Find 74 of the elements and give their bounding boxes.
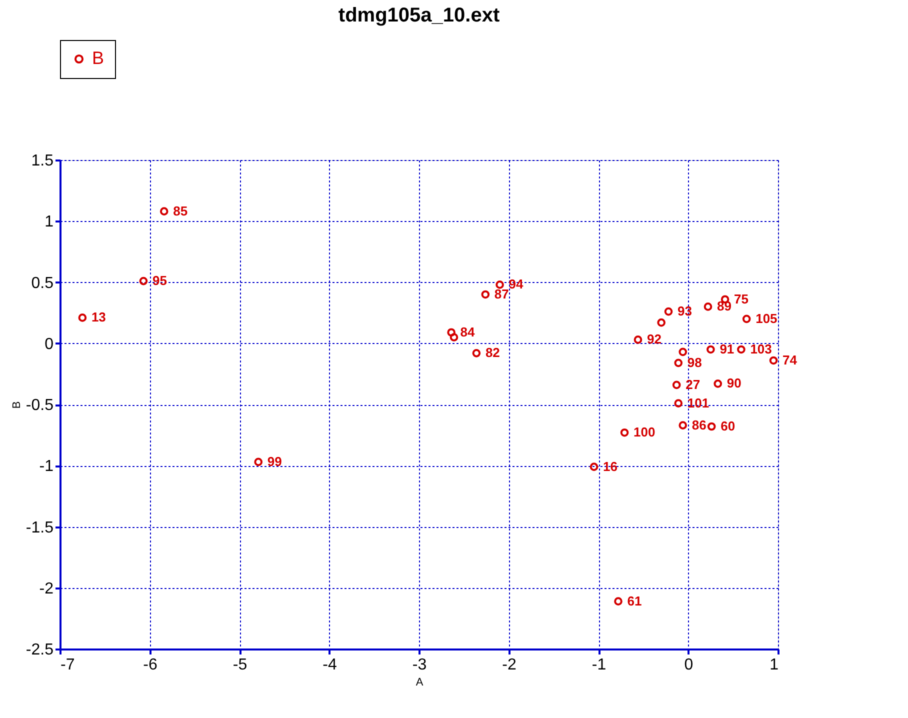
y-tick-label: 0.5 (31, 274, 54, 292)
point (672, 380, 681, 390)
x-axis-title: A (416, 676, 424, 688)
point (657, 318, 666, 327)
x-tick-label: 0 (684, 656, 694, 674)
point (450, 333, 458, 342)
annotation: 84 (460, 324, 476, 340)
point (481, 290, 490, 299)
y-axis-title: B (10, 401, 23, 409)
point (634, 336, 642, 344)
y-tick-label: -1 (39, 458, 54, 476)
point (160, 207, 168, 216)
x-tick-label: 1 (770, 656, 779, 674)
y-tick-label: 1.5 (31, 152, 54, 170)
point (678, 348, 688, 356)
point (707, 422, 716, 431)
annotation: 98 (687, 354, 702, 370)
x-tick-label: -2 (502, 656, 516, 674)
point (590, 462, 598, 472)
annotation: 13 (91, 310, 106, 325)
annotation: 90 (726, 376, 742, 391)
point (496, 280, 504, 289)
point (674, 399, 683, 408)
y-tick-label: -2.5 (26, 642, 54, 658)
point (614, 597, 622, 606)
y-tick-label: -2 (39, 580, 54, 598)
annotation: 101 (687, 395, 710, 410)
point (769, 356, 778, 365)
y-tick-label: -0.5 (26, 397, 54, 414)
annotation: 95 (152, 273, 167, 288)
annotation: 87 (494, 286, 509, 302)
point (678, 421, 688, 430)
annotation: 105 (756, 310, 778, 326)
point (737, 345, 746, 354)
x-tick-label: -5 (232, 656, 248, 674)
annotation: 27 (686, 376, 700, 392)
y-tick-label: 0 (44, 336, 54, 353)
annotation: 85 (173, 203, 188, 218)
x-tick-label: -3 (412, 656, 427, 674)
point (78, 314, 87, 322)
chart-title: tdmg105a_10.ext (338, 4, 500, 26)
annotation: 94 (508, 276, 524, 292)
point (714, 380, 722, 388)
annotation: 92 (646, 332, 662, 347)
x-tick-label: -6 (143, 656, 158, 674)
annotation: 103 (750, 341, 772, 356)
y-tick-label: 1 (44, 214, 54, 231)
point (664, 307, 673, 316)
y-tick-label: -1.5 (26, 519, 54, 536)
x-tick-label: -7 (60, 656, 75, 674)
point (742, 314, 751, 324)
point (706, 345, 715, 354)
annotation: 75 (734, 291, 749, 306)
annotation: 100 (634, 424, 656, 440)
annotation: 89 (716, 298, 732, 314)
annotation: 91 (720, 341, 734, 356)
point (704, 302, 712, 311)
annotation: 86 (692, 417, 706, 432)
point (139, 276, 148, 286)
point (447, 328, 456, 337)
point (674, 358, 683, 368)
annotation: 74 (782, 352, 798, 368)
legend-label: B (92, 48, 104, 68)
x-tick-label: -1 (592, 656, 606, 674)
annotation: 99 (267, 454, 282, 469)
annotation: 60 (720, 418, 736, 434)
point (254, 458, 263, 466)
annotation: 61 (627, 593, 642, 608)
x-tick-label: -4 (322, 656, 337, 674)
point (472, 349, 481, 358)
annotation: 82 (485, 345, 500, 360)
annotation: 16 (603, 458, 618, 474)
annotation: 93 (678, 304, 692, 319)
point (620, 428, 629, 437)
